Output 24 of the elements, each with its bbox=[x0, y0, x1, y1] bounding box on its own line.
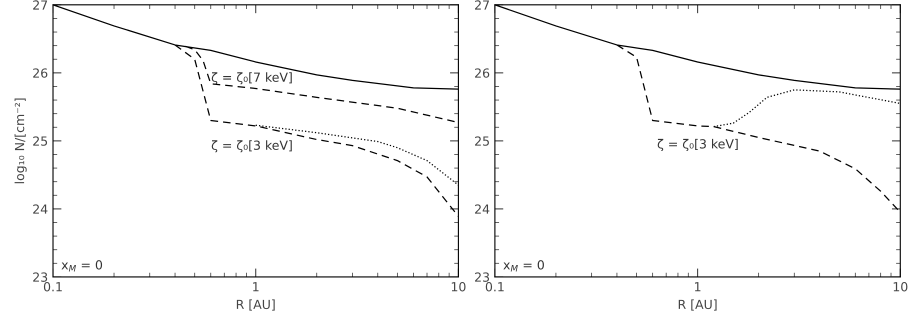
y-tick-label: 25 bbox=[33, 136, 48, 146]
annotation: ζ = ζ₀[3 keV] bbox=[212, 140, 292, 152]
x-tick-label: 1 bbox=[694, 282, 700, 292]
x-tick-label: 10 bbox=[894, 282, 908, 292]
x-tick-label: 10 bbox=[452, 282, 466, 292]
y-tick-label: 27 bbox=[33, 0, 48, 10]
y-tick-label: 26 bbox=[33, 68, 48, 78]
annotation: ζ = ζ₀[7 keV] bbox=[212, 72, 292, 84]
y-tick-label: 23 bbox=[33, 272, 48, 282]
y-tick-label: 24 bbox=[475, 204, 490, 214]
y-tick-label: 25 bbox=[475, 136, 489, 146]
y-tick-label: 26 bbox=[475, 68, 490, 78]
y-axis-title: log₁₀ N/[cm⁻²] bbox=[14, 98, 27, 184]
y-tick-label: 24 bbox=[33, 204, 48, 214]
x-tick-label: 0.1 bbox=[44, 282, 62, 292]
y-tick-label: 23 bbox=[475, 272, 490, 282]
x-tick-label: 1 bbox=[253, 282, 259, 292]
y-tick-label: 27 bbox=[475, 0, 489, 10]
annotation: x$_{M}$ = 0 bbox=[61, 260, 102, 272]
x-axis-title: R [AU] bbox=[236, 299, 275, 311]
annotation: x$_{M}$ = 0 bbox=[503, 260, 544, 272]
x-axis-title: R [AU] bbox=[678, 299, 717, 311]
x-tick-label: 0.1 bbox=[486, 282, 504, 292]
annotation: ζ = ζ₀[3 keV] bbox=[658, 138, 738, 152]
